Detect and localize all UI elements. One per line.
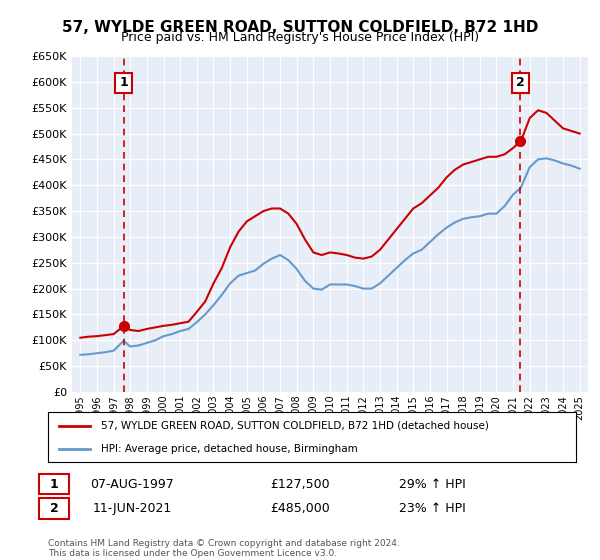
- Text: £127,500: £127,500: [270, 478, 330, 491]
- Text: £485,000: £485,000: [270, 502, 330, 515]
- Text: 1: 1: [119, 76, 128, 90]
- Text: 07-AUG-1997: 07-AUG-1997: [90, 478, 174, 491]
- Text: HPI: Average price, detached house, Birmingham: HPI: Average price, detached house, Birm…: [101, 445, 358, 454]
- Text: 2: 2: [516, 76, 525, 90]
- Text: 23% ↑ HPI: 23% ↑ HPI: [398, 502, 466, 515]
- Text: 1: 1: [50, 478, 58, 491]
- FancyBboxPatch shape: [39, 498, 69, 519]
- Text: Price paid vs. HM Land Registry's House Price Index (HPI): Price paid vs. HM Land Registry's House …: [121, 31, 479, 44]
- Text: 11-JUN-2021: 11-JUN-2021: [92, 502, 172, 515]
- Text: 2: 2: [50, 502, 58, 515]
- Text: 29% ↑ HPI: 29% ↑ HPI: [398, 478, 466, 491]
- FancyBboxPatch shape: [39, 474, 69, 494]
- Text: Contains HM Land Registry data © Crown copyright and database right 2024.
This d: Contains HM Land Registry data © Crown c…: [48, 539, 400, 558]
- Text: 57, WYLDE GREEN ROAD, SUTTON COLDFIELD, B72 1HD: 57, WYLDE GREEN ROAD, SUTTON COLDFIELD, …: [62, 20, 538, 35]
- Text: 57, WYLDE GREEN ROAD, SUTTON COLDFIELD, B72 1HD (detached house): 57, WYLDE GREEN ROAD, SUTTON COLDFIELD, …: [101, 421, 488, 431]
